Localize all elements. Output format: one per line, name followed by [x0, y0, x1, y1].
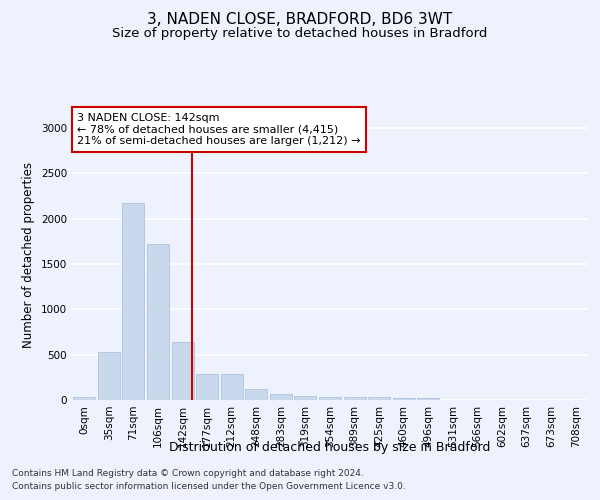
Bar — [270, 394, 292, 400]
Bar — [392, 398, 415, 400]
Bar — [98, 352, 120, 400]
Bar — [73, 398, 95, 400]
Text: 3 NADEN CLOSE: 142sqm
← 78% of detached houses are smaller (4,415)
21% of semi-d: 3 NADEN CLOSE: 142sqm ← 78% of detached … — [77, 113, 361, 146]
Bar — [122, 203, 145, 400]
Text: Contains public sector information licensed under the Open Government Licence v3: Contains public sector information licen… — [12, 482, 406, 491]
Text: Distribution of detached houses by size in Bradford: Distribution of detached houses by size … — [169, 441, 491, 454]
Text: 3, NADEN CLOSE, BRADFORD, BD6 3WT: 3, NADEN CLOSE, BRADFORD, BD6 3WT — [148, 12, 452, 28]
Bar — [172, 342, 194, 400]
Text: Size of property relative to detached houses in Bradford: Size of property relative to detached ho… — [112, 28, 488, 40]
Bar — [147, 244, 169, 400]
Bar — [417, 398, 439, 400]
Bar — [245, 389, 268, 400]
Y-axis label: Number of detached properties: Number of detached properties — [22, 162, 35, 348]
Bar — [221, 374, 243, 400]
Bar — [368, 398, 390, 400]
Text: Contains HM Land Registry data © Crown copyright and database right 2024.: Contains HM Land Registry data © Crown c… — [12, 468, 364, 477]
Bar — [319, 398, 341, 400]
Bar — [344, 398, 365, 400]
Bar — [295, 396, 316, 400]
Bar — [196, 374, 218, 400]
